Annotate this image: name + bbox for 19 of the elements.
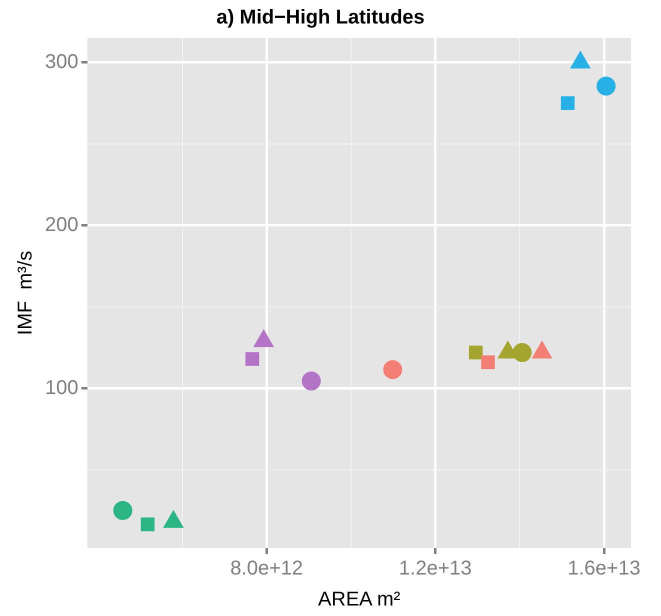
point — [140, 518, 155, 532]
point — [512, 342, 532, 362]
y-tick-label: 200 — [44, 214, 78, 236]
point — [302, 371, 321, 390]
y-axis-title: IMF m³/s — [14, 250, 37, 336]
point — [481, 355, 495, 370]
point — [113, 501, 132, 520]
chart-title: a) Mid−High Latitudes — [216, 6, 425, 29]
point — [468, 346, 483, 360]
x-tick-label: 1.2e+13 — [398, 558, 472, 580]
point — [383, 360, 402, 380]
point — [560, 96, 575, 110]
x-tick-label: 8.0e+12 — [230, 558, 304, 580]
y-tick-label: 100 — [44, 376, 78, 399]
y-tick-label: 300 — [44, 50, 78, 73]
point — [596, 76, 616, 96]
point — [245, 352, 260, 366]
x-tick-label: 1.6e+13 — [568, 558, 640, 580]
x-axis-title: AREA m² — [318, 588, 401, 611]
